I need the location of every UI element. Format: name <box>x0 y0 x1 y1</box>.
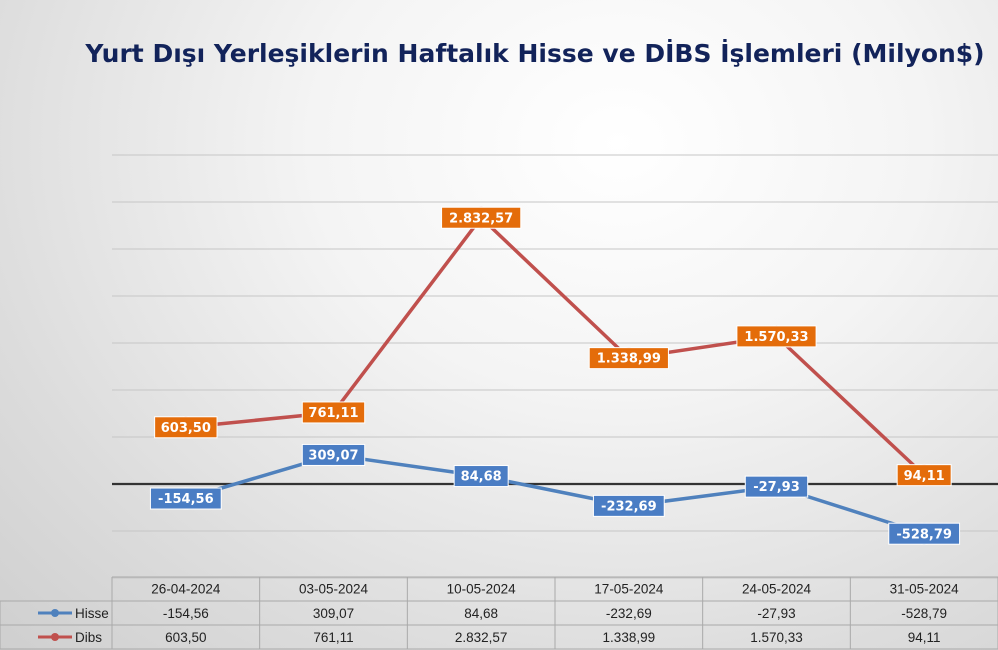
data-labels: -154,56 309,07 84,68 -232,69 -27,93 -528,79 60… <box>149 206 961 545</box>
data-label: 1.570,33 <box>736 325 817 348</box>
table-cell: 84,68 <box>464 606 498 621</box>
legend-label: Dibs <box>75 630 102 645</box>
table-cell: 1.570,33 <box>750 630 803 645</box>
table-cell: -27,93 <box>757 606 795 621</box>
table-cell: -232,69 <box>606 606 652 621</box>
series-lines <box>184 215 926 536</box>
data-label-text: 84,68 <box>461 470 502 485</box>
legend-label: Hisse <box>75 606 109 621</box>
data-label-box <box>301 401 366 424</box>
data-label: 2.832,57 <box>441 206 522 229</box>
table-cell: 94,11 <box>908 630 941 645</box>
data-label: 309,07 <box>301 443 366 466</box>
legend-key-marker <box>51 633 59 641</box>
data-label-box <box>453 465 509 488</box>
data-label-text: -232,69 <box>601 499 657 514</box>
data-label: 94,11 <box>896 464 952 487</box>
legend-key-marker <box>51 609 59 617</box>
table-header-cell: 03-05-2024 <box>299 582 369 597</box>
table-header-cell: 24-05-2024 <box>742 582 812 597</box>
data-label-box <box>592 494 665 517</box>
data-label: 1.338,99 <box>588 347 669 370</box>
table-header-cell: 10-05-2024 <box>447 582 517 597</box>
data-table: 26-04-2024 03-05-2024 10-05-2024 17-05-2024… <box>0 576 998 650</box>
table-header-cell: 17-05-2024 <box>594 582 664 597</box>
table-cell: 1.338,99 <box>603 630 656 645</box>
data-label-box <box>744 475 809 498</box>
chart-title: Yurt Dışı Yerleşiklerin Haftalık Hisse v… <box>84 38 984 68</box>
table-cell: 2.832,57 <box>455 630 508 645</box>
data-label-text: -154,56 <box>158 492 214 507</box>
data-label: -232,69 <box>592 494 665 517</box>
data-label-text: 2.832,57 <box>449 211 513 226</box>
data-label-text: 603,50 <box>161 421 211 436</box>
table-cell: -528,79 <box>901 606 947 621</box>
data-label: 761,11 <box>301 401 366 424</box>
data-label: 84,68 <box>453 465 509 488</box>
data-label: 603,50 <box>154 416 218 439</box>
data-label-box <box>154 416 218 439</box>
table-cell: 761,11 <box>313 630 353 645</box>
data-label-text: 1.570,33 <box>744 330 808 345</box>
data-label-text: 761,11 <box>308 406 358 421</box>
data-label: -27,93 <box>744 475 809 498</box>
data-label-text: 94,11 <box>904 469 945 484</box>
data-label-text: -528,79 <box>896 527 952 542</box>
table-cell: 309,07 <box>313 606 354 621</box>
data-label-text: 309,07 <box>308 449 358 464</box>
data-label-box <box>301 443 366 466</box>
table-header-cell: 31-05-2024 <box>890 582 960 597</box>
data-label-box <box>588 347 669 370</box>
data-label: -154,56 <box>149 487 222 510</box>
series-markers <box>174 206 936 546</box>
gridlines <box>112 154 998 579</box>
data-label-box <box>888 522 961 545</box>
table-cell: 603,50 <box>165 630 206 645</box>
data-label-text: 1.338,99 <box>597 352 661 367</box>
data-label-box <box>736 325 817 348</box>
table-header-cell: 26-04-2024 <box>151 582 221 597</box>
table-cell: -154,56 <box>163 606 209 621</box>
series-line-hisse <box>184 453 926 536</box>
data-label-box <box>441 206 522 229</box>
data-label-box <box>896 464 952 487</box>
data-label-box <box>149 487 222 510</box>
data-label: -528,79 <box>888 522 961 545</box>
data-label-text: -27,93 <box>753 480 800 495</box>
